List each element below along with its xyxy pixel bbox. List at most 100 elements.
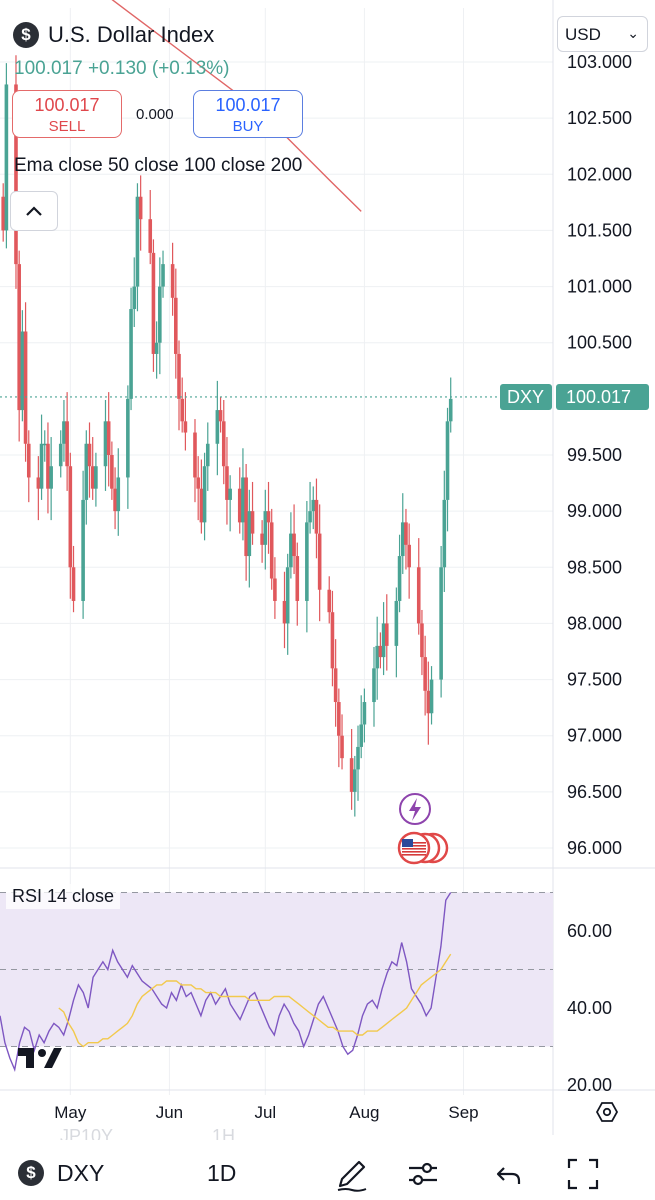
flag-stripe xyxy=(402,842,426,844)
indicators-settings-icon[interactable] xyxy=(403,1154,443,1194)
candle-body xyxy=(333,668,338,703)
candle-body xyxy=(353,769,357,792)
candle-body xyxy=(426,690,431,714)
spread-value: 0.000 xyxy=(136,106,174,123)
currency-value: USD xyxy=(565,25,601,44)
candle-body xyxy=(90,466,95,489)
price-tick-label: 97.000 xyxy=(567,726,622,746)
candle-body xyxy=(394,600,399,646)
candle-body xyxy=(180,398,185,422)
candle-body xyxy=(106,421,111,455)
candle-body xyxy=(65,421,69,467)
candle-body xyxy=(439,567,443,680)
candle-body xyxy=(215,410,220,444)
candle-body xyxy=(356,746,360,770)
undo-icon[interactable] xyxy=(490,1154,530,1194)
dollar-symbol-icon[interactable]: $ xyxy=(18,1160,44,1186)
candle-body xyxy=(237,488,242,523)
candle-body xyxy=(199,488,204,523)
candle-body xyxy=(26,443,31,478)
chart-settings-icon xyxy=(595,1102,619,1122)
candle-body xyxy=(46,443,50,489)
candle-body xyxy=(177,353,181,399)
last-price-tag-text: 100.017 xyxy=(566,387,631,407)
rsi-tick-label: 20.00 xyxy=(567,1075,612,1095)
candle-body xyxy=(372,668,376,703)
candle-body xyxy=(308,511,312,523)
sell-button[interactable]: 100.017 SELL xyxy=(12,90,122,138)
fullscreen-icon[interactable] xyxy=(563,1154,603,1194)
candle-body xyxy=(404,522,408,545)
candle-body xyxy=(193,432,197,478)
candle-body xyxy=(154,342,159,354)
candle-body xyxy=(135,196,140,287)
candle-body xyxy=(445,421,450,500)
candle-body xyxy=(327,589,332,613)
candle-body xyxy=(174,297,178,354)
collapse-legend-button[interactable] xyxy=(10,191,58,231)
candle-body xyxy=(94,466,98,489)
time-axis-label: Jun xyxy=(156,1103,183,1122)
price-tick-label: 97.500 xyxy=(567,670,622,690)
candle-body xyxy=(126,398,130,478)
last-price-tag xyxy=(556,383,649,410)
candle-body xyxy=(273,578,277,601)
candle-body xyxy=(400,522,405,557)
price-tick-label: 101.000 xyxy=(567,277,632,297)
candle-body xyxy=(148,219,153,253)
candle-body xyxy=(289,533,293,568)
candle-body xyxy=(423,657,427,691)
candle-body xyxy=(442,499,447,568)
rsi-line xyxy=(0,892,452,1073)
currency-select[interactable]: USD ⌄ xyxy=(557,16,648,52)
time-axis-label: Aug xyxy=(349,1103,379,1122)
candle-body xyxy=(282,600,287,624)
candle-body xyxy=(84,443,89,500)
candle-body xyxy=(129,309,133,399)
dollar-symbol-icon: $ xyxy=(13,22,39,48)
symbol-title: U.S. Dollar Index xyxy=(48,22,215,47)
tradingview-logo-icon xyxy=(18,1048,34,1068)
bottom-toolbar: $ DXY 1D xyxy=(0,1140,655,1200)
candle-body xyxy=(362,702,367,725)
price-tick-label: 98.500 xyxy=(567,557,622,577)
flag-canton xyxy=(402,839,413,847)
candle-body xyxy=(218,410,223,422)
price-tick-label: 96.500 xyxy=(567,782,622,802)
candle-body xyxy=(420,623,424,658)
ema-indicator-legend[interactable]: Ema close 50 close 100 close 200 xyxy=(14,155,303,176)
buy-button[interactable]: 100.017 BUY xyxy=(193,90,303,138)
symbol-button[interactable]: DXY xyxy=(57,1160,105,1186)
symbol-price-tag-text: DXY xyxy=(507,387,544,407)
lightning-bolt-icon xyxy=(409,798,421,821)
drawing-pen-icon[interactable] xyxy=(332,1154,372,1194)
price-tick-label: 102.000 xyxy=(567,164,632,184)
rsi-ma-line xyxy=(58,953,452,1048)
rsi-legend[interactable]: RSI 14 close xyxy=(6,884,121,909)
candle-body xyxy=(314,499,319,534)
candle-body xyxy=(295,556,300,601)
price-tick-label: 101.500 xyxy=(567,220,632,240)
buy-label: BUY xyxy=(232,118,264,135)
candle-body xyxy=(292,533,296,557)
candle-body xyxy=(87,443,92,467)
candle-body xyxy=(161,264,165,287)
candle-body xyxy=(113,488,117,512)
candle-body xyxy=(23,331,28,444)
time-axis-label: May xyxy=(54,1103,87,1122)
candle-body xyxy=(429,679,434,714)
price-change-line: 100.017 +0.130 (+0.13%) xyxy=(14,58,230,79)
candle-body xyxy=(151,252,156,354)
chevron-down-icon: ⌄ xyxy=(627,25,639,41)
timeframe-button[interactable]: 1D xyxy=(207,1160,237,1186)
candle-body xyxy=(4,84,9,231)
candle-body xyxy=(317,533,322,590)
candle-body xyxy=(49,466,53,489)
candle-body xyxy=(221,421,226,467)
tradingview-logo-slash xyxy=(44,1048,62,1068)
candle-body xyxy=(266,511,271,523)
candle-body xyxy=(407,544,411,568)
ema-line xyxy=(111,0,362,212)
time-axis-label: Sep xyxy=(448,1103,478,1122)
